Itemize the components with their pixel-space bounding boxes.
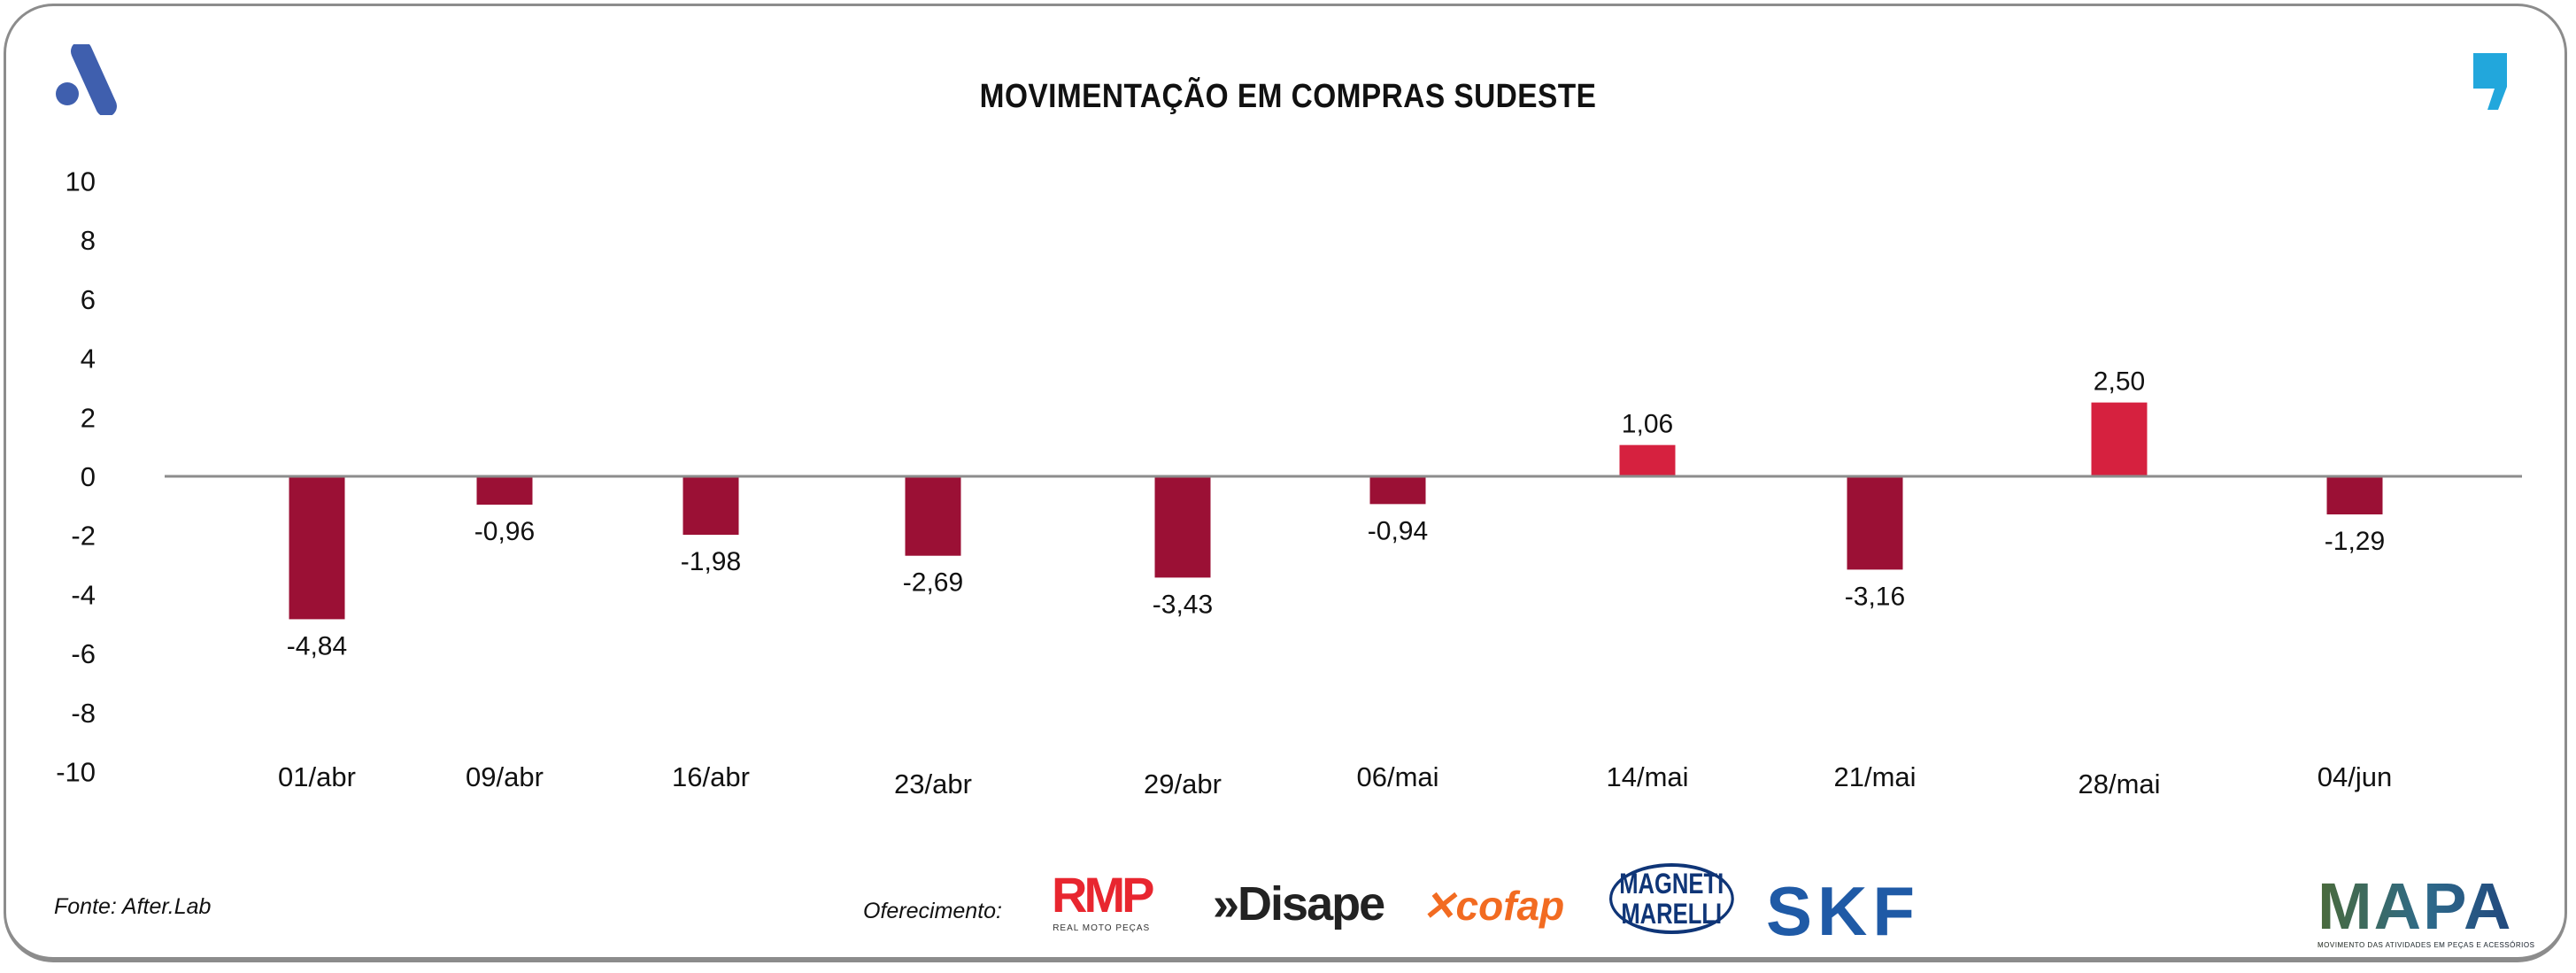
bar-04/jun <box>2326 476 2383 515</box>
y-tick-label: 2 <box>81 402 96 433</box>
bar-14/mai <box>1619 444 1676 476</box>
x-tick-label: 14/mai <box>1606 761 1688 792</box>
data-label: -0,96 <box>474 517 535 546</box>
magneti-marelli-logo: MAGNETI MARELLI <box>1609 863 1734 934</box>
x-tick-label: 09/abr <box>466 761 544 792</box>
data-label: -4,84 <box>287 631 347 660</box>
bar-01/abr <box>289 476 345 620</box>
x-tick-label: 06/mai <box>1356 761 1438 792</box>
y-tick-label: 8 <box>81 225 96 256</box>
y-tick-label: 6 <box>81 284 96 315</box>
sponsor-label: Oferecimento: <box>863 899 1003 923</box>
bar-21/mai <box>1847 476 1903 570</box>
bar-28/mai <box>2091 402 2148 476</box>
data-label: -3,43 <box>1153 590 1213 619</box>
x-tick-label: 28/mai <box>2078 768 2160 799</box>
y-tick-label: -4 <box>71 579 96 610</box>
data-label: -3,16 <box>1845 582 1905 611</box>
data-label: -1,98 <box>681 547 741 576</box>
bar-06/mai <box>1369 476 1426 505</box>
bar-23/abr <box>905 476 961 556</box>
x-tick-label: 29/abr <box>1144 768 1222 799</box>
y-tick-label: -6 <box>71 638 96 669</box>
y-tick-label: -2 <box>71 521 96 552</box>
data-label: -2,69 <box>903 568 963 598</box>
bar-chart: 10 8 6 4 2 0 -2 -4 -6 -8 -10 -4,84 01/abr -0,96 09/abr… <box>56 166 2522 799</box>
mapa-logo: MAPA MOVIMENTO DAS ATIVIDADES EM PEÇAS E … <box>2318 869 2535 949</box>
x-tick-label: 01/abr <box>278 761 356 792</box>
disape-logo: »Disape <box>1213 877 1385 931</box>
x-tick-label: 04/jun <box>2318 761 2392 792</box>
source-note: Fonte: After.Lab <box>54 894 212 919</box>
chart-title: MOVIMENTAÇÃO EM COMPRAS SUDESTE <box>979 78 1597 115</box>
bar-09/abr <box>476 476 533 506</box>
bar-16/abr <box>683 476 739 536</box>
bar-29/abr <box>1154 476 1211 578</box>
x-tick-label: 21/mai <box>1833 761 1916 792</box>
y-tick-label: 0 <box>81 461 96 492</box>
data-label: -0,94 <box>1368 516 1428 545</box>
x-tick-label: 16/abr <box>672 761 750 792</box>
afterlab-logo-icon <box>56 44 117 115</box>
y-tick-label: 10 <box>66 166 96 197</box>
data-label: 1,06 <box>1622 410 1673 439</box>
rmp-logo: RMP REAL MOTO PEÇAS <box>1052 867 1154 934</box>
comma-logo-icon <box>2473 53 2507 110</box>
y-tick-label: -8 <box>71 698 96 729</box>
y-tick-label: 4 <box>81 344 96 375</box>
skf-logo: SKF <box>1766 872 1920 950</box>
x-tick-label: 23/abr <box>894 768 972 799</box>
cofap-logo: ✕cofap <box>1422 883 1565 929</box>
card-frame <box>4 4 2567 962</box>
y-tick-label: -10 <box>56 757 96 788</box>
data-label: 2,50 <box>2094 367 2145 397</box>
data-label: -1,29 <box>2325 527 2385 556</box>
